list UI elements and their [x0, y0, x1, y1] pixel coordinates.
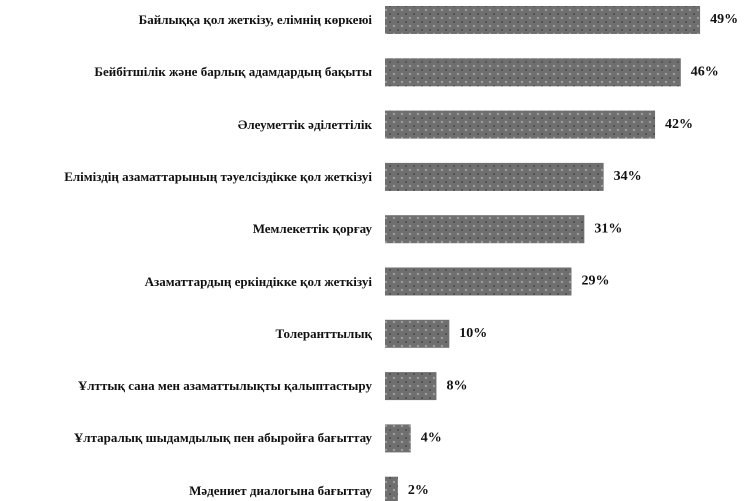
category-label: Ұлтаралық шыдамдылық пен абыройға бағытт…	[73, 430, 372, 446]
value-label: 42%	[665, 117, 693, 132]
value-label: 49%	[710, 12, 738, 27]
bar-texture	[385, 267, 572, 296]
value-label: 8%	[446, 378, 467, 393]
category-label: Бейбітшілік және барлық адамдардың бақыт…	[94, 64, 372, 80]
bar-texture	[385, 58, 681, 87]
category-label: Байлыққа қол жеткізу, елімнің көркеюі	[138, 12, 372, 27]
category-label: Еліміздің азаматтарының тәуелсіздікке қо…	[64, 168, 372, 184]
category-label: Толеранттылық	[275, 325, 372, 341]
bar-texture	[385, 110, 656, 139]
value-label: 34%	[614, 169, 642, 184]
bar-texture	[385, 6, 701, 34]
bar-texture	[385, 162, 604, 191]
bar-texture	[385, 319, 450, 348]
category-label: Азаматтардың еркіндікке қол жеткізуі	[144, 273, 372, 289]
value-label: 4%	[421, 431, 442, 446]
bar-texture	[385, 424, 411, 453]
bar-texture	[385, 476, 398, 501]
value-label: 10%	[459, 326, 487, 341]
category-label: Мәдениет диалогына бағыттау	[189, 482, 372, 498]
category-label: Мемлекеттік қорғау	[252, 221, 372, 237]
bar-texture	[385, 372, 437, 401]
value-label: 46%	[691, 65, 719, 80]
category-label: Ұлттық сана мен азаматтылықты қалыптасты…	[77, 378, 372, 394]
value-label: 2%	[408, 483, 429, 498]
value-label: 29%	[581, 274, 609, 289]
bar-texture	[385, 215, 585, 244]
category-label: Әлеуметтік әділеттілік	[237, 116, 372, 132]
value-label: 31%	[594, 221, 622, 236]
